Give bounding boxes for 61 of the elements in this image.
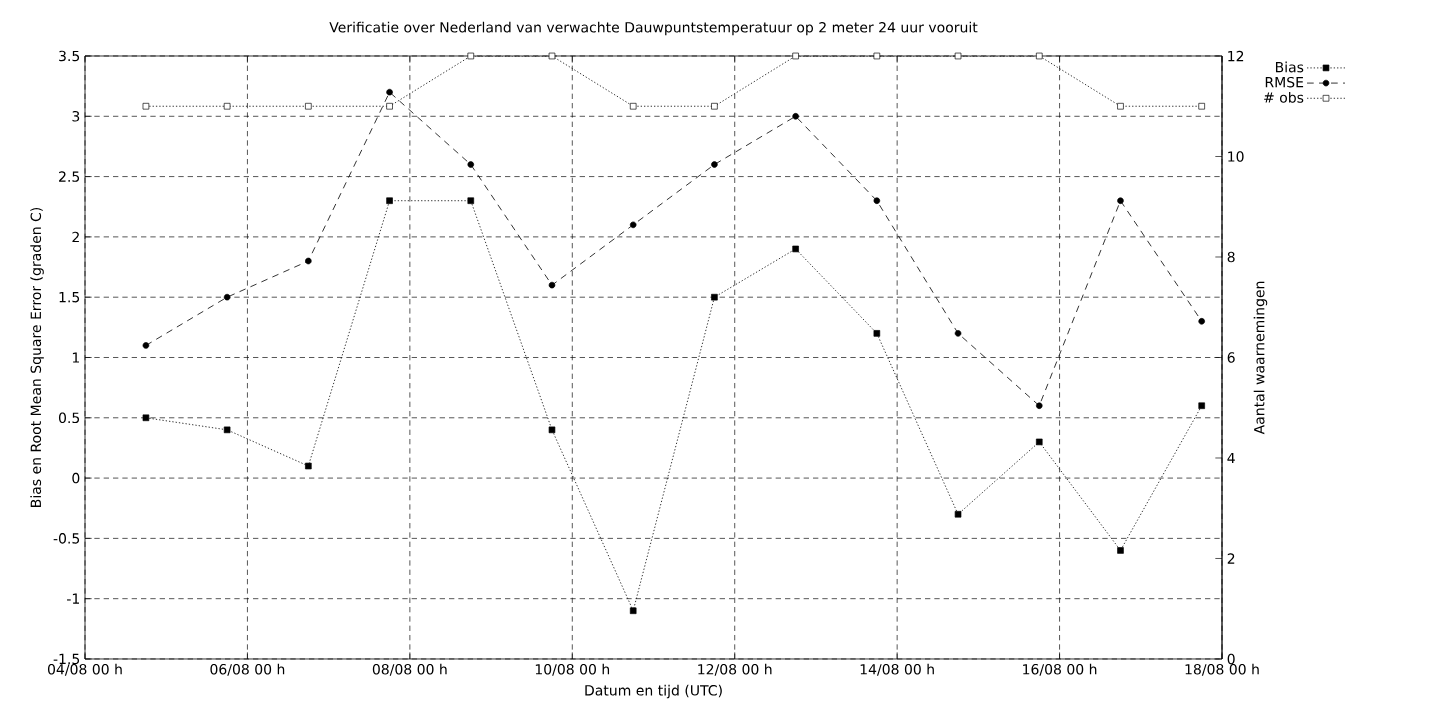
x-axis-title: Datum en tijd (UTC) [585, 684, 722, 699]
y-tick-label: 2 [72, 231, 79, 243]
y-tick-label: 1 [72, 352, 79, 363]
point [792, 245, 799, 253]
point [223, 426, 231, 434]
y-tick-label: 3 [72, 110, 80, 122]
point [548, 426, 556, 434]
point [467, 161, 475, 168]
y-tick-label: 3.5 [59, 50, 80, 62]
y-tick-label: 0 [72, 472, 80, 484]
y-axis-title: Bias en Root Mean Square Error (graden C) [30, 207, 44, 507]
point [386, 88, 393, 96]
point [711, 293, 718, 301]
point [142, 342, 150, 349]
y2-tick-label: 4 [1227, 452, 1235, 464]
point [142, 414, 150, 422]
point [1117, 547, 1124, 554]
point [629, 221, 637, 229]
y-tick-label: 1.5 [59, 291, 80, 303]
legend-label: # obs [1264, 91, 1304, 103]
x-tick-label: 06/08 00 h [210, 663, 285, 676]
point [873, 330, 881, 337]
x-tick-label: 04/08 00 h [47, 663, 122, 676]
chart-title: Verificatie over Nederland van verwachte Dauwpuntstemperatuur op 2 meter 24 uur vooruit [329, 21, 978, 36]
point [305, 257, 312, 265]
point [1036, 402, 1043, 409]
x-tick-label: 14/08 00 h [860, 663, 934, 676]
point [629, 607, 637, 615]
point [1036, 438, 1043, 446]
point [711, 161, 718, 168]
point [1198, 402, 1205, 409]
y-tick-label: 2.5 [59, 171, 80, 182]
y2-tick-label: 0 [1227, 653, 1235, 665]
y-tick-label: 0.5 [58, 412, 80, 424]
point [873, 197, 881, 204]
y2-axis-title: Aantal waarnemingen [1253, 281, 1268, 435]
point [792, 113, 799, 120]
point [1198, 318, 1205, 325]
legend-label: Bias [1275, 61, 1304, 73]
x-tick-label: 10/08 00 h [535, 663, 610, 676]
x-tick-label: 18/08 00 h [1185, 663, 1259, 676]
point [548, 281, 556, 289]
x-tick-label: 16/08 00 h [1023, 663, 1097, 676]
point [1117, 197, 1124, 204]
y2-tick-label: 8 [1227, 251, 1235, 263]
point [305, 462, 312, 470]
point [223, 293, 231, 301]
y-tick-label: -1 [67, 593, 79, 604]
point [467, 197, 475, 204]
y2-tick-label: 2 [1227, 553, 1235, 564]
x-tick-label: 12/08 00 h [698, 663, 772, 676]
y2-tick-label: 10 [1228, 151, 1244, 162]
point [386, 197, 393, 204]
y2-tick-label: 12 [1228, 50, 1244, 62]
y-tick-label: -0.5 [53, 533, 80, 544]
y-tick-label: -1.5 [53, 653, 80, 665]
x-tick-label: 08/08 00 h [372, 663, 447, 676]
point [954, 510, 962, 518]
legend-label: RMSE [1265, 76, 1304, 88]
y2-tick-label: 6 [1227, 352, 1235, 363]
point [954, 330, 962, 337]
